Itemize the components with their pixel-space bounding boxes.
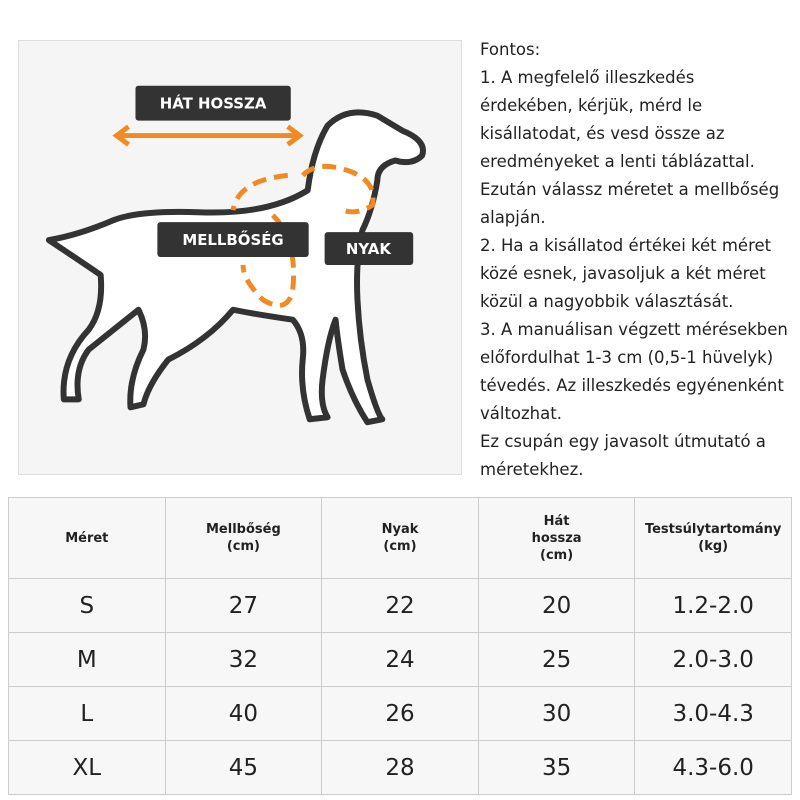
note-line: érdekében, kérjük, mérd le	[480, 96, 703, 115]
note-line: közé esnek, javasoljuk a két méret	[480, 264, 766, 283]
size-table: Méret Mellbőség (cm) Nyak (cm) Hát hossza (cm) T…	[8, 497, 792, 795]
note-line: 2. Ha a kisállatod értékei két méret	[480, 236, 772, 255]
note-line: 1. A megfelelő illeszkedés	[480, 68, 695, 87]
header-text: Nyak	[381, 522, 419, 537]
header-cell: Méret	[8, 497, 166, 579]
header-row: Méret Mellbőség (cm) Nyak (cm) Hát hossza (cm) T…	[8, 497, 792, 579]
table-cell: S	[8, 578, 166, 633]
diagram-label: NYAK	[346, 240, 392, 258]
table-cell: 32	[164, 632, 323, 687]
label-box	[324, 232, 414, 265]
header-text: Méret	[65, 530, 109, 546]
note-line: Ezután válassz méretet a mellbőség	[480, 180, 780, 199]
table-cell: 40	[164, 686, 323, 741]
note-line: alapján.	[480, 208, 546, 227]
note-line: 3. A manuálisan végzett mérésekben	[480, 320, 788, 339]
neck-loop	[300, 163, 376, 215]
table-cell: XL	[8, 740, 166, 795]
table-cell: 1.2-2.0	[634, 578, 792, 633]
table-cell: 24	[321, 632, 479, 687]
table-cell: 28	[321, 740, 479, 795]
table-cell: 30	[477, 686, 636, 741]
label-box	[135, 85, 291, 121]
notes: Fontos: 1. A megfelelő illeszkedés érdekéb…	[480, 36, 800, 484]
table-cell: 35	[477, 740, 636, 795]
table-cell: 2.0-3.0	[634, 632, 792, 687]
table-cell: 20	[477, 578, 636, 633]
dog-diagram: HÁT HOSSZA MELLBŐSÉG NYAK	[18, 40, 462, 475]
header-text: Testsúlytartomány	[644, 522, 782, 537]
table-cell: 45	[164, 740, 323, 795]
table-row: L 40 26 30 3.0-4.3	[8, 686, 792, 741]
note-line: eredményeket a lenti táblázattal.	[480, 152, 755, 171]
header-text: (kg)	[698, 539, 729, 554]
note-line: méretekhez.	[480, 460, 584, 479]
diagram-label: MELLBŐSÉG	[182, 231, 283, 249]
note-line: kisállatodat, és vesd össze az	[480, 124, 725, 143]
note-line: Fontos:	[480, 40, 541, 59]
table-cell: 25	[477, 632, 636, 687]
header-text: (cm)	[383, 539, 417, 554]
table-cell: 27	[164, 578, 323, 633]
note-line: előfordulhat 1-3 cm (0,5-1 hüvelyk)	[480, 348, 774, 367]
header-cell: Hát hossza (cm)	[477, 497, 636, 579]
table-cell: 4.3-6.0	[634, 740, 792, 795]
table-row: XL 45 28 35 4.3-6.0	[8, 740, 792, 795]
dog-outline	[45, 109, 426, 426]
note-line: közül a nagyobbik választását.	[480, 292, 734, 311]
table-row: S 27 22 20 1.2-2.0	[8, 578, 792, 633]
back-arrow	[112, 124, 304, 147]
table-cell: L	[8, 686, 166, 741]
header-cell: Mellbőség (cm)	[164, 497, 323, 579]
header-text: (cm)	[540, 547, 574, 563]
label-box	[157, 222, 309, 258]
diagram-label: HÁT HOSSZA	[160, 95, 267, 113]
header-text: hossza	[531, 530, 582, 546]
table-cell: 3.0-4.3	[634, 686, 792, 741]
table-cell: 22	[321, 578, 479, 633]
header-cell: Nyak (cm)	[321, 497, 479, 579]
header-text: Hát	[543, 513, 570, 529]
header-cell: Testsúlytartomány (kg)	[634, 497, 792, 579]
note-line: tévedés. Az illeszkedés egyénenként	[480, 376, 784, 395]
table-cell: 26	[321, 686, 479, 741]
note-line: Ez csupán egy javasolt útmutató a	[480, 432, 766, 451]
header-text: Mellbőség	[206, 522, 281, 537]
table-row: M 32 24 25 2.0-3.0	[8, 632, 792, 687]
note-line: változhat.	[480, 404, 562, 423]
table-cell: M	[8, 632, 166, 687]
header-text: (cm)	[226, 539, 260, 554]
